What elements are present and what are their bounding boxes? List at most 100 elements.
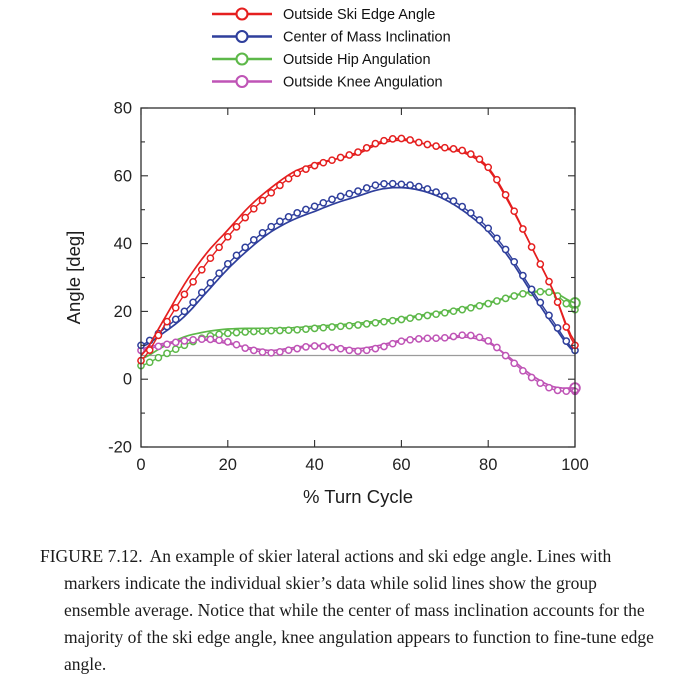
data-point-marker (293, 325, 302, 334)
data-point-marker (302, 325, 310, 333)
series-center-of-mass-inclination (137, 179, 579, 355)
data-point-marker (406, 136, 414, 144)
data-point-marker (154, 342, 163, 351)
data-point-marker (440, 333, 449, 342)
data-point-marker (267, 326, 276, 335)
data-point-marker (510, 292, 519, 300)
data-point-marker (345, 189, 354, 198)
data-point-marker (267, 188, 276, 197)
series-outside-knee-angulation-marker-line (140, 334, 576, 393)
x-tick-label: 20 (219, 456, 237, 474)
data-point-marker (562, 299, 571, 308)
data-point-marker (319, 198, 328, 207)
series-outside-hip-angulation (137, 287, 581, 370)
data-point-marker (189, 277, 197, 286)
data-point-marker (345, 321, 354, 330)
data-point-marker (406, 335, 414, 344)
data-point-marker (171, 345, 180, 354)
series-outside-ski-edge-angle (137, 134, 579, 365)
data-point-marker (206, 279, 215, 287)
data-point-marker (232, 223, 241, 231)
data-point-marker (449, 197, 458, 205)
data-point-marker (267, 348, 276, 357)
data-point-marker (223, 260, 232, 268)
legend: Outside Ski Edge Angle Center of Mass Inc… (212, 7, 451, 91)
data-point-marker (545, 383, 553, 392)
data-point-marker (466, 150, 475, 158)
data-point-marker (284, 213, 293, 221)
data-point-marker (258, 229, 267, 237)
data-point-marker (493, 297, 501, 305)
data-point-marker (388, 135, 397, 143)
data-point-marker (336, 192, 345, 201)
data-point-marker (232, 251, 241, 260)
data-point-marker (215, 243, 223, 252)
data-point-marker (406, 314, 414, 323)
data-point-marker (223, 232, 232, 241)
legend-item-center-of-mass-inclination: Center of Mass Inclination (212, 30, 451, 46)
data-point-marker (293, 169, 302, 178)
x-tick-label: 100 (561, 456, 589, 474)
data-point-marker (449, 332, 458, 341)
data-point-marker (466, 209, 475, 217)
data-point-marker (267, 222, 276, 231)
data-point-marker (510, 359, 519, 368)
data-point-marker (536, 287, 545, 296)
data-point-marker (397, 337, 406, 346)
data-point-marker (510, 257, 519, 266)
data-point-marker (423, 140, 432, 149)
y-tick-label: 0 (123, 371, 132, 389)
data-point-marker (354, 321, 362, 329)
data-point-marker (562, 323, 571, 331)
data-point-marker (362, 346, 371, 355)
legend-label: Center of Mass Inclination (283, 30, 451, 46)
data-point-marker (388, 179, 397, 188)
data-point-marker (258, 348, 267, 356)
data-point-marker (553, 386, 562, 395)
data-point-marker (276, 217, 284, 226)
data-point-marker (215, 336, 223, 345)
data-point-marker (484, 299, 493, 308)
data-point-marker (536, 298, 545, 307)
data-point-marker (527, 243, 536, 251)
data-point-marker (319, 158, 328, 167)
data-point-marker (527, 373, 536, 382)
data-point-marker (501, 245, 510, 254)
data-point-marker (328, 156, 336, 165)
data-point-marker (458, 305, 467, 314)
data-point-marker (241, 344, 250, 352)
data-point-marker (432, 334, 440, 343)
data-point-marker (189, 298, 197, 307)
data-point-marker (223, 329, 232, 338)
data-point-marker (475, 216, 484, 224)
plot-border (140, 107, 576, 448)
data-point-marker (284, 174, 293, 183)
data-point-marker (154, 353, 163, 362)
data-point-marker (171, 315, 180, 324)
data-point-marker (284, 326, 293, 335)
data-point-marker (380, 317, 388, 326)
data-point-marker (258, 196, 267, 205)
data-point-marker (336, 153, 345, 162)
data-point-marker (276, 181, 284, 190)
data-point-marker (354, 347, 362, 355)
data-point-marker (249, 346, 258, 355)
data-point-marker (553, 298, 562, 306)
data-point-marker (545, 311, 553, 320)
data-point-marker (145, 358, 154, 367)
data-point-marker (180, 337, 189, 345)
y-axis-label: Angle [deg] (63, 231, 84, 325)
data-point-marker (466, 331, 475, 340)
data-point-marker (458, 146, 467, 155)
data-point-marker (232, 328, 241, 337)
data-point-marker (328, 343, 336, 352)
data-point-marker (163, 349, 171, 358)
data-point-marker (371, 318, 380, 327)
data-point-marker (310, 324, 319, 333)
legend-item-outside-hip-angulation: Outside Hip Angulation (212, 52, 431, 68)
data-point-marker (197, 265, 206, 274)
data-point-marker (336, 344, 345, 353)
data-point-marker (354, 148, 362, 156)
data-point-marker (276, 326, 284, 335)
